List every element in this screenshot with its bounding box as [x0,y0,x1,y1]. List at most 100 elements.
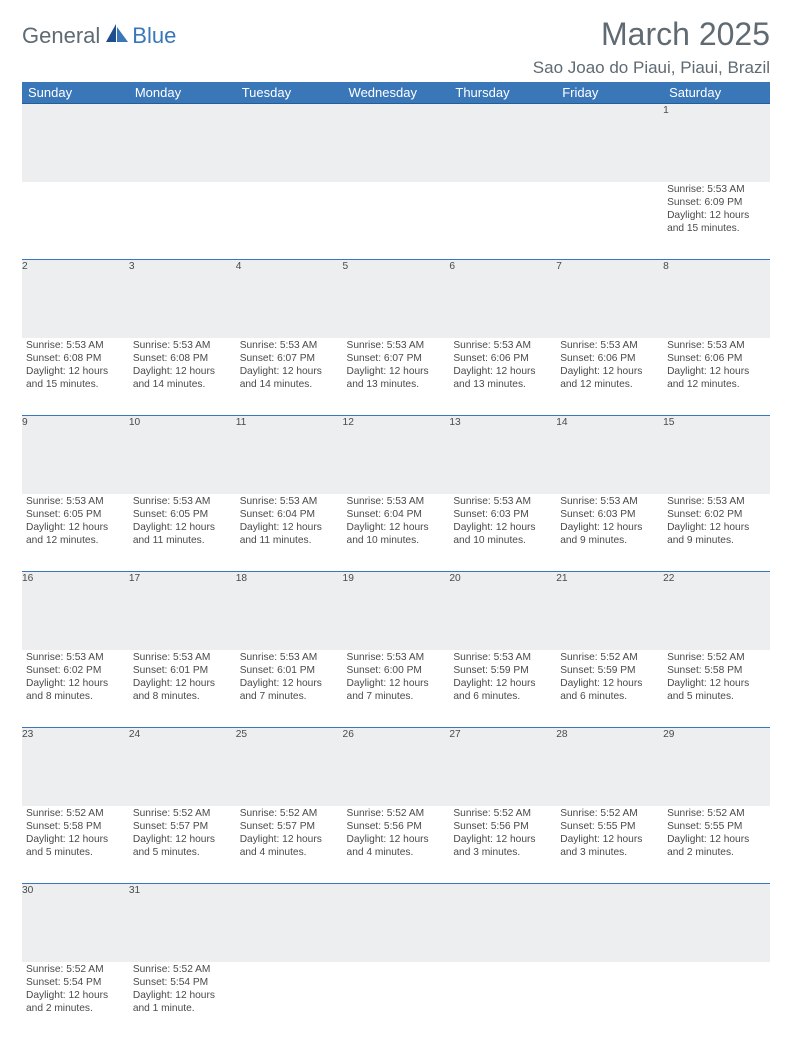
day-line: Daylight: 12 hours [133,989,232,1002]
day-line: Daylight: 12 hours [347,833,446,846]
day-number-cell: 14 [556,416,663,494]
day-cell-body: Sunrise: 5:52 AMSunset: 5:54 PMDaylight:… [129,962,236,1019]
day-number-cell [449,104,556,182]
day-line: Sunrise: 5:52 AM [133,807,232,820]
day-line: Sunrise: 5:52 AM [26,807,125,820]
page-header: General Blue March 2025 Sao Joao do Piau… [22,18,770,80]
location-text: Sao Joao do Piaui, Piaui, Brazil [533,58,770,78]
day-header: Tuesday [236,82,343,104]
day-number-cell: 3 [129,260,236,338]
day-cell: Sunrise: 5:53 AMSunset: 6:02 PMDaylight:… [663,494,770,572]
day-line: and 10 minutes. [347,534,446,547]
day-number-cell [343,104,450,182]
calendar-table: SundayMondayTuesdayWednesdayThursdayFrid… [22,82,770,1040]
day-number-cell: 25 [236,728,343,806]
day-line: Sunrise: 5:52 AM [560,807,659,820]
day-line: Daylight: 12 hours [347,521,446,534]
day-line: Sunset: 6:06 PM [560,352,659,365]
day-line: Sunset: 6:02 PM [26,664,125,677]
day-cell [343,182,450,260]
day-line: Sunset: 5:55 PM [560,820,659,833]
day-content-row: Sunrise: 5:52 AMSunset: 5:54 PMDaylight:… [22,962,770,1040]
day-line: Daylight: 12 hours [26,677,125,690]
day-content-row: Sunrise: 5:53 AMSunset: 6:05 PMDaylight:… [22,494,770,572]
day-line: Sunset: 6:02 PM [667,508,766,521]
day-line: Daylight: 12 hours [560,521,659,534]
day-number-cell: 11 [236,416,343,494]
day-cell-body: Sunrise: 5:53 AMSunset: 6:06 PMDaylight:… [449,338,556,395]
day-number-cell: 18 [236,572,343,650]
day-number-cell [129,104,236,182]
day-line: Sunset: 5:55 PM [667,820,766,833]
day-content-row: Sunrise: 5:53 AMSunset: 6:08 PMDaylight:… [22,338,770,416]
day-cell-body: Sunrise: 5:52 AMSunset: 5:58 PMDaylight:… [663,650,770,707]
day-line: Daylight: 12 hours [240,365,339,378]
day-number-cell: 1 [663,104,770,182]
day-line: and 13 minutes. [347,378,446,391]
day-number-cell: 22 [663,572,770,650]
day-line: and 10 minutes. [453,534,552,547]
day-cell [129,182,236,260]
day-line: and 4 minutes. [347,846,446,859]
day-line: Sunrise: 5:52 AM [560,651,659,664]
day-number-cell: 16 [22,572,129,650]
day-cell-body: Sunrise: 5:53 AMSunset: 6:03 PMDaylight:… [449,494,556,551]
day-number-cell: 13 [449,416,556,494]
day-number-cell [236,104,343,182]
day-line: and 11 minutes. [240,534,339,547]
day-line: Sunrise: 5:53 AM [560,495,659,508]
day-number-cell [22,104,129,182]
day-cell-body: Sunrise: 5:53 AMSunset: 6:01 PMDaylight:… [129,650,236,707]
day-line: and 15 minutes. [667,222,766,235]
day-cell: Sunrise: 5:53 AMSunset: 6:02 PMDaylight:… [22,650,129,728]
day-line: Daylight: 12 hours [667,209,766,222]
day-content-row: Sunrise: 5:52 AMSunset: 5:58 PMDaylight:… [22,806,770,884]
day-line: Sunset: 6:05 PM [26,508,125,521]
day-line: Sunrise: 5:52 AM [347,807,446,820]
day-line: Daylight: 12 hours [347,677,446,690]
month-title: March 2025 [533,18,770,52]
day-line: Daylight: 12 hours [453,521,552,534]
day-cell-body: Sunrise: 5:52 AMSunset: 5:56 PMDaylight:… [343,806,450,863]
day-cell-body: Sunrise: 5:52 AMSunset: 5:54 PMDaylight:… [22,962,129,1019]
day-line: Daylight: 12 hours [26,365,125,378]
day-line: and 14 minutes. [240,378,339,391]
day-line: and 6 minutes. [453,690,552,703]
day-number-cell: 29 [663,728,770,806]
day-line: Daylight: 12 hours [133,521,232,534]
day-cell: Sunrise: 5:53 AMSunset: 6:04 PMDaylight:… [236,494,343,572]
day-cell: Sunrise: 5:53 AMSunset: 6:09 PMDaylight:… [663,182,770,260]
day-number-cell: 30 [22,884,129,962]
day-cell [22,182,129,260]
day-number-cell: 4 [236,260,343,338]
day-line: Sunset: 5:54 PM [133,976,232,989]
day-line: Sunset: 6:05 PM [133,508,232,521]
day-number-cell: 7 [556,260,663,338]
day-cell: Sunrise: 5:53 AMSunset: 6:01 PMDaylight:… [236,650,343,728]
day-number-cell: 17 [129,572,236,650]
day-line: Daylight: 12 hours [26,833,125,846]
day-number-cell [556,104,663,182]
day-line: and 7 minutes. [240,690,339,703]
day-cell-body: Sunrise: 5:53 AMSunset: 6:08 PMDaylight:… [22,338,129,395]
calendar-body: 1Sunrise: 5:53 AMSunset: 6:09 PMDaylight… [22,104,770,1040]
day-cell: Sunrise: 5:52 AMSunset: 5:54 PMDaylight:… [129,962,236,1040]
day-line: Sunset: 6:06 PM [667,352,766,365]
day-line: Sunset: 5:54 PM [26,976,125,989]
day-cell-body: Sunrise: 5:53 AMSunset: 6:02 PMDaylight:… [663,494,770,551]
day-line: Daylight: 12 hours [453,833,552,846]
day-line: and 3 minutes. [560,846,659,859]
day-number-row: 9101112131415 [22,416,770,494]
brand-text-1: General [22,23,100,49]
day-line: Sunrise: 5:52 AM [133,963,232,976]
day-number-row: 23242526272829 [22,728,770,806]
day-header: Sunday [22,82,129,104]
day-line: and 1 minute. [133,1002,232,1015]
day-number-cell: 23 [22,728,129,806]
day-line: Sunset: 6:03 PM [560,508,659,521]
day-line: Sunrise: 5:52 AM [667,651,766,664]
day-cell [556,182,663,260]
calendar-header-row: SundayMondayTuesdayWednesdayThursdayFrid… [22,82,770,104]
day-number-cell: 20 [449,572,556,650]
brand-text-2: Blue [132,23,176,49]
